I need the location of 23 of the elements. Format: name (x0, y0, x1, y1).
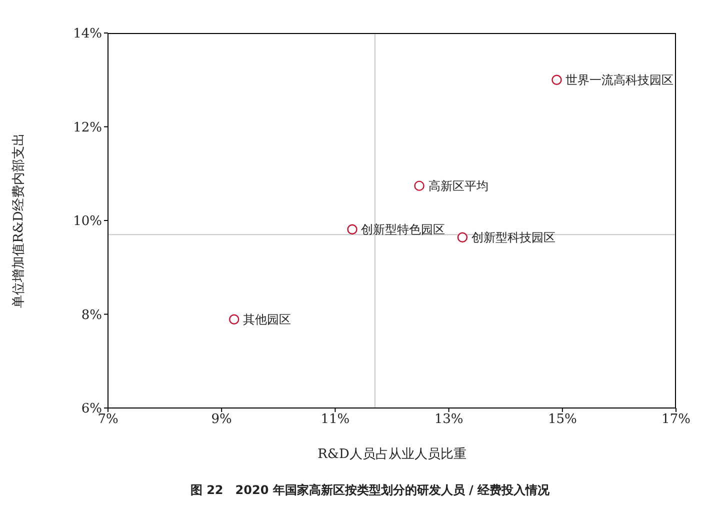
annotation: 创新型科技园区 (471, 230, 556, 245)
point (228, 314, 240, 325)
annotation: 其他园区 (243, 312, 292, 327)
y-tick-label: 10% (73, 214, 102, 230)
annotation: 高新区平均 (428, 179, 488, 194)
x-tick-label: 13% (434, 412, 464, 428)
point (552, 74, 562, 85)
point (414, 180, 424, 191)
annotation: 创新型特色园区 (361, 222, 446, 237)
annotation: 世界一流高科技园区 (566, 73, 674, 88)
point (457, 232, 468, 242)
x-tick-label: 7% (98, 412, 118, 428)
text: 图 22 2020 年国家高新区按类型划分的研发人员 / 经费投入情况 (189, 482, 551, 499)
x-axis-title: R&D人员占从业人员比重 (318, 447, 466, 462)
point (347, 224, 358, 235)
y-tick-label: 14% (73, 26, 102, 42)
y-tick-label: 8% (81, 308, 102, 323)
y-axis-title: 单位增加值R&D经费内部支出 (12, 133, 27, 308)
x-tick-label: 11% (320, 412, 350, 428)
x-tick-label: 17% (662, 412, 690, 428)
y-tick-label: 12% (73, 120, 102, 136)
x-tick-label: 9% (211, 412, 232, 428)
x-tick-label: 15% (548, 412, 577, 428)
